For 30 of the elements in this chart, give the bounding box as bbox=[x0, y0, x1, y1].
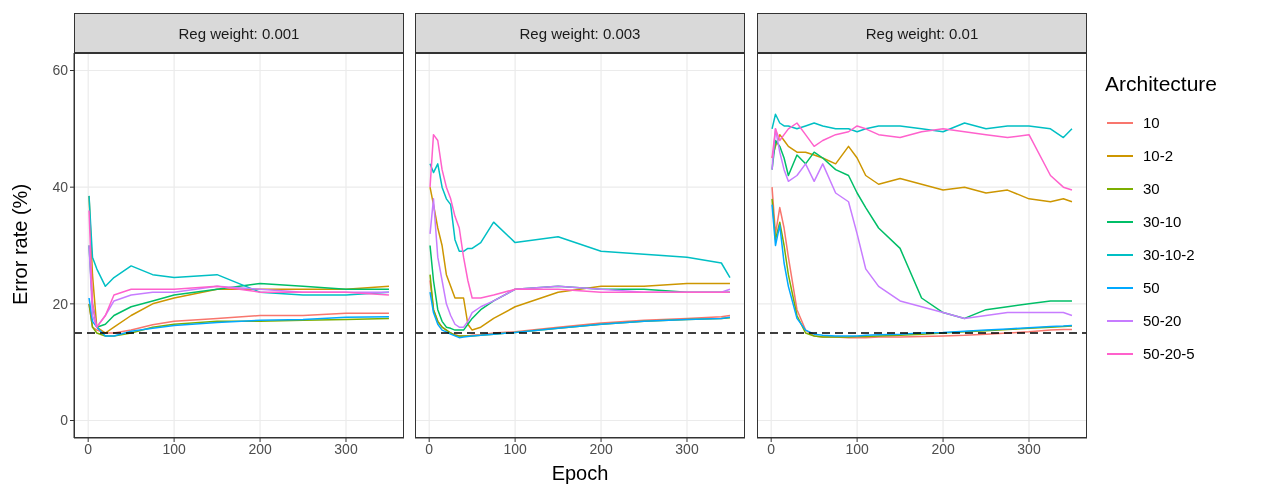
x-tick-label: 300 bbox=[1017, 440, 1041, 457]
x-tick-label: 0 bbox=[767, 440, 776, 457]
y-tick-label: 20 bbox=[52, 295, 69, 312]
legend-label: 50-20 bbox=[1143, 312, 1182, 329]
y-tick-label: 60 bbox=[52, 62, 69, 79]
x-tick-label: 300 bbox=[334, 440, 358, 457]
legend-label: 30 bbox=[1143, 180, 1160, 197]
x-tick-label: 300 bbox=[675, 440, 699, 457]
legend-title: Architecture bbox=[1105, 72, 1218, 96]
x-tick-label: 100 bbox=[162, 440, 187, 457]
legend-label: 50-20-5 bbox=[1143, 345, 1195, 362]
y-axis-title: Error rate (%) bbox=[8, 182, 32, 307]
chart-title: Reg weight: 0.01 bbox=[757, 13, 1087, 53]
chart-title: Reg weight: 0.001 bbox=[74, 13, 404, 53]
y-tick-label: 0 bbox=[60, 412, 69, 429]
x-tick-label: 100 bbox=[845, 440, 870, 457]
legend-label: 30-10 bbox=[1143, 213, 1182, 230]
legend-label: 10 bbox=[1143, 114, 1160, 131]
x-axis-title: Epoch bbox=[550, 462, 610, 485]
x-tick-label: 100 bbox=[503, 440, 528, 457]
x-tick-label: 0 bbox=[425, 440, 434, 457]
y-tick-label: 40 bbox=[52, 179, 69, 196]
legend-label: 30-10-2 bbox=[1143, 246, 1195, 263]
legend-label: 50 bbox=[1143, 279, 1160, 296]
x-tick-label: 200 bbox=[589, 440, 613, 457]
chart-title: Reg weight: 0.003 bbox=[415, 13, 745, 53]
x-tick-label: 200 bbox=[248, 440, 272, 457]
x-tick-label: 200 bbox=[931, 440, 955, 457]
x-tick-label: 0 bbox=[84, 440, 93, 457]
legend-label: 10-2 bbox=[1143, 147, 1174, 164]
